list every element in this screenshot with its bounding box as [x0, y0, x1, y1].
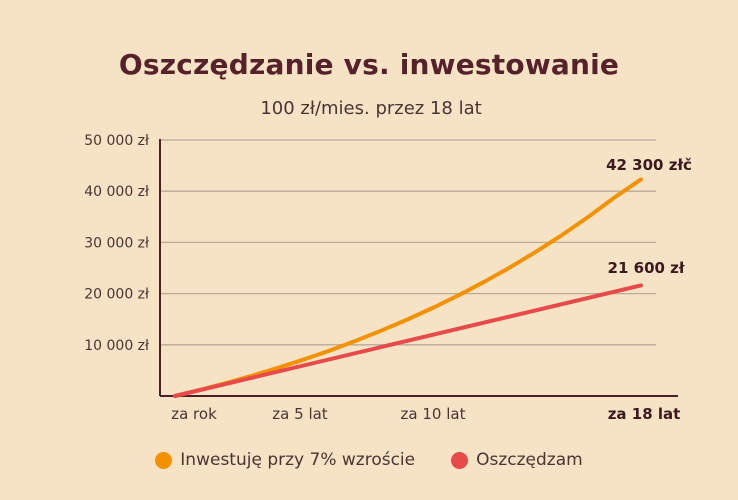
line-invest	[173, 177, 643, 398]
legend-label-invest: Inwestuję przy 7% wzroście	[180, 450, 416, 470]
chart-subtitle: 100 zł/mies. przez 18 lat	[260, 98, 482, 119]
x-tick-label-2: za 10 lat	[401, 405, 466, 423]
chart-title: Oszczędzanie vs. inwestowanie	[118, 48, 620, 81]
legend-swatch-save	[451, 451, 469, 469]
legend-item-invest: Inwestuję przy 7% wzroście	[155, 450, 415, 470]
end-label-invest: 42 300 złč	[606, 156, 692, 174]
legend-swatch-invest	[155, 451, 173, 469]
line-save	[173, 283, 643, 398]
end-label-save: 21 600 zł	[608, 259, 685, 277]
y-tick-label-10000: 10 000 zł	[84, 338, 149, 354]
x-tick-label-1: za 5 lat	[272, 405, 328, 423]
legend-item-save: Oszczędzam	[451, 450, 583, 470]
legend: Inwestuję przy 7% wzroście Oszczędzam	[0, 450, 738, 470]
y-tick-label-20000: 20 000 zł	[84, 287, 149, 303]
y-tick-label-50000: 50 000 zł	[84, 133, 149, 149]
legend-label-save: Oszczędzam	[476, 450, 583, 470]
y-tick-label-40000: 40 000 zł	[84, 184, 149, 200]
x-tick-label-0: za rok	[171, 405, 217, 423]
y-tick-label-30000: 30 000 zł	[84, 235, 149, 251]
x-tick-label-3: za 18 lat	[608, 405, 681, 423]
